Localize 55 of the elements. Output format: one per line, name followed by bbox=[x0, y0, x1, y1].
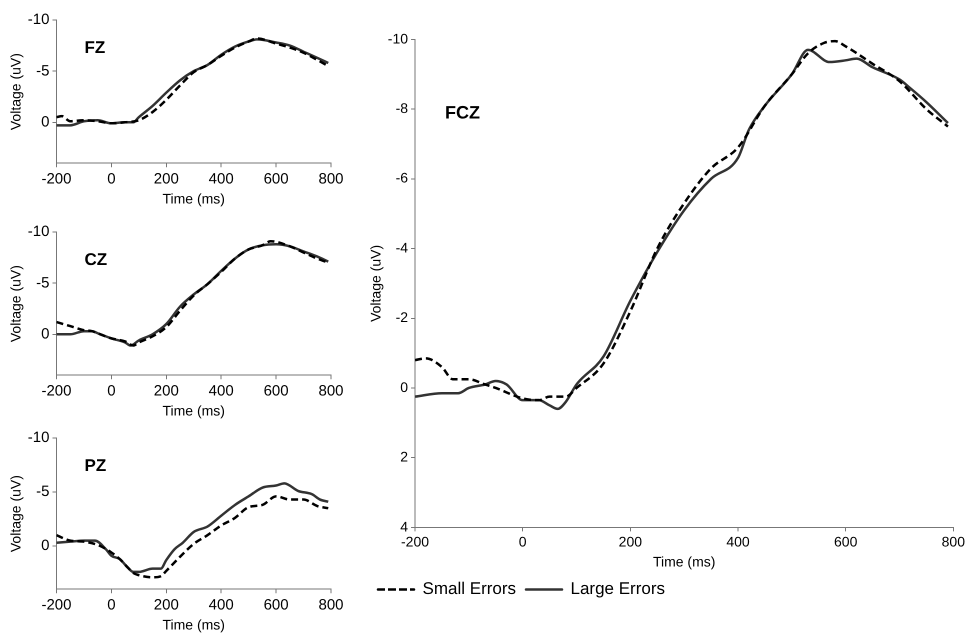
text: FCZ bbox=[445, 102, 480, 122]
y-axis-title: Voltage (uV) bbox=[7, 53, 24, 130]
y-tick-label: 0 bbox=[41, 113, 50, 130]
x-tick-label: 600 bbox=[834, 534, 858, 550]
x-tick-label: 600 bbox=[264, 382, 289, 400]
x-tick-label: 200 bbox=[154, 170, 179, 188]
x-tick-label: 800 bbox=[318, 382, 344, 400]
x-tick-label: 400 bbox=[208, 170, 234, 188]
x-tick-label: 0 bbox=[107, 382, 116, 400]
legend-label: Large Errors bbox=[570, 579, 665, 598]
y-tick-label: -5 bbox=[36, 62, 50, 80]
y-tick-label: -4 bbox=[396, 239, 408, 256]
x-tick-label: 200 bbox=[154, 596, 179, 614]
y-axis-title: Voltage (uV) bbox=[367, 244, 384, 322]
y-tick-label: -10 bbox=[28, 223, 50, 240]
x-tick-label: 400 bbox=[726, 534, 750, 550]
x-tick-label: 0 bbox=[518, 534, 527, 550]
x-tick-label: 200 bbox=[154, 382, 179, 400]
x-tick-label: 400 bbox=[208, 382, 234, 400]
x-tick-label: 800 bbox=[942, 534, 966, 550]
x-tick-label: -200 bbox=[41, 170, 72, 188]
y-tick-label: -10 bbox=[28, 11, 50, 28]
x-axis-title: Time (ms) bbox=[162, 190, 225, 206]
y-tick-label: 2 bbox=[400, 448, 408, 465]
y-tick-label: -6 bbox=[396, 170, 408, 186]
x-tick-label: 600 bbox=[264, 170, 289, 188]
y-tick-label: 0 bbox=[41, 325, 50, 342]
x-axis-title: Time (ms) bbox=[162, 616, 225, 632]
y-tick-label: -10 bbox=[28, 429, 50, 446]
x-axis-title: Time (ms) bbox=[652, 553, 716, 570]
x-tick-label: 600 bbox=[264, 596, 289, 614]
y-tick-label: 4 bbox=[400, 518, 408, 534]
x-tick-label: 0 bbox=[107, 170, 116, 188]
y-tick-label: -2 bbox=[396, 309, 408, 326]
y-axis-title: Voltage (uV) bbox=[7, 475, 24, 552]
line-series bbox=[56, 495, 330, 579]
x-tick-label: 0 bbox=[107, 596, 116, 614]
x-tick-label: -200 bbox=[401, 534, 430, 550]
x-tick-label: 800 bbox=[318, 596, 344, 614]
y-tick-label: -10 bbox=[388, 30, 408, 46]
x-tick-label: 200 bbox=[618, 534, 642, 550]
x-tick-label: -200 bbox=[41, 382, 72, 400]
x-tick-label: 800 bbox=[318, 170, 344, 188]
y-tick-label: -8 bbox=[396, 100, 408, 116]
y-axis-title: Voltage (uV) bbox=[7, 265, 24, 342]
line-series bbox=[56, 482, 330, 574]
text: FZ bbox=[84, 38, 106, 58]
y-tick-label: -5 bbox=[36, 483, 50, 500]
x-tick-label: 400 bbox=[208, 596, 234, 614]
legend-label: Small Errors bbox=[422, 579, 516, 598]
y-tick-label: -5 bbox=[36, 274, 50, 292]
text: PZ bbox=[84, 456, 106, 476]
x-axis-title: Time (ms) bbox=[162, 402, 225, 418]
x-tick-label: -200 bbox=[41, 596, 72, 614]
text: CZ bbox=[84, 250, 108, 270]
